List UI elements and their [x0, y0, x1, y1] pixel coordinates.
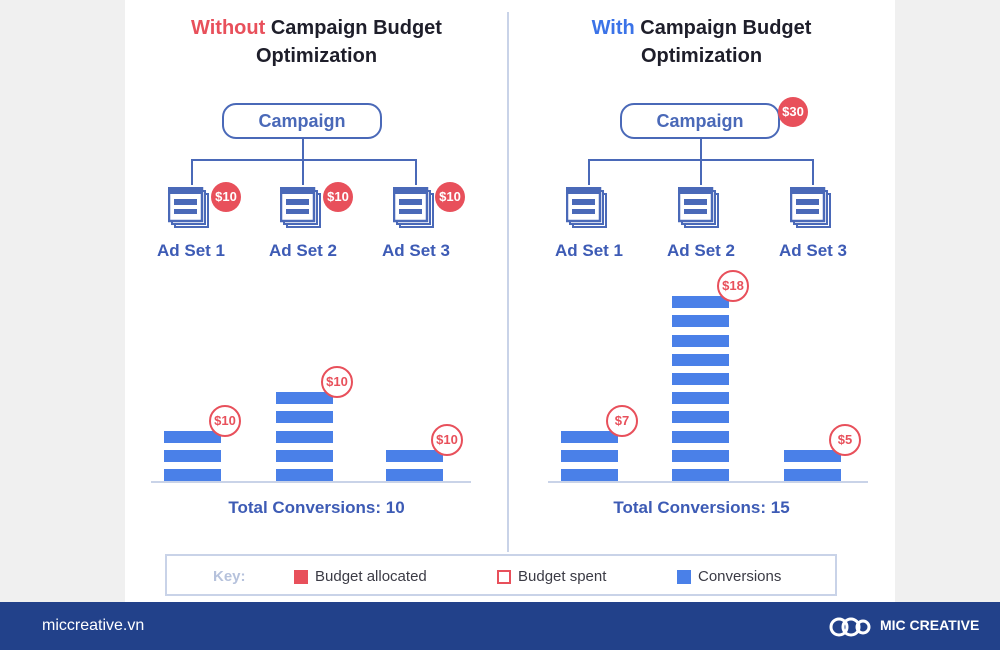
budget-spent-badge: $10: [321, 366, 353, 399]
conversion-block: [672, 411, 729, 424]
footer-bar: miccreative.vn MIC CREATIVE: [0, 602, 1000, 650]
panel-divider: [507, 12, 509, 552]
conversion-block: [672, 334, 729, 347]
budget-spent-badge: $5: [829, 423, 861, 456]
tree-connector: [588, 159, 590, 185]
key-item-budget-spent: Budget spent: [518, 568, 607, 585]
conversion-block: [672, 469, 729, 481]
conversion-block: [276, 449, 333, 462]
tree-connector: [302, 139, 304, 160]
footer-brand: MIC CREATIVE: [880, 617, 980, 633]
chart-baseline: [151, 481, 471, 483]
ad-set-label: Ad Set 1: [554, 241, 624, 260]
conversion-block: [561, 449, 618, 462]
tree-connector: [700, 139, 702, 160]
total-conversions: Total Conversions: 10: [228, 498, 405, 517]
conversion-block: [561, 430, 618, 443]
ad-set-label: Ad Set 1: [156, 241, 226, 260]
conversion-block: [561, 469, 618, 481]
tree-connector: [302, 159, 304, 185]
conversion-block: [672, 373, 729, 385]
budget-allocated-badge: $10: [211, 182, 241, 212]
ad-set-icon: [393, 187, 434, 228]
conversion-block: [672, 430, 729, 443]
conversion-block: [164, 449, 221, 462]
ad-set-icon: [566, 187, 607, 228]
conversion-block: [784, 449, 841, 462]
conversion-block: [386, 469, 443, 481]
ad-set-label: Ad Set 2: [268, 241, 338, 260]
ad-set-label: Ad Set 3: [381, 241, 451, 260]
conversion-block: [672, 392, 729, 405]
budget-spent-badge: $10: [209, 404, 241, 437]
tree-connector: [415, 159, 417, 185]
budget-allocated-badge: $10: [323, 182, 353, 212]
legend-key: Key: Budget allocated Budget spent Conve…: [165, 554, 837, 596]
panel-without-cbo: Without Campaign Budget Optimization Cam…: [125, 0, 508, 560]
conversion-block: [276, 392, 333, 405]
campaign-box: Campaign: [222, 103, 382, 139]
panel-with-cbo: With Campaign Budget Optimization Campai…: [508, 0, 895, 560]
conversion-block: [672, 353, 729, 366]
title-line1: Campaign Budget: [634, 17, 812, 39]
ad-set-label: Ad Set 2: [666, 241, 736, 260]
budget-spent-badge: $18: [717, 270, 749, 303]
key-item-budget-allocated: Budget allocated: [315, 568, 427, 585]
tree-connector: [191, 159, 193, 185]
title-line2: Optimization: [640, 45, 763, 67]
conversion-block: [276, 411, 333, 424]
ad-set-label: Ad Set 3: [778, 241, 848, 260]
conversion-block: [276, 469, 333, 481]
title-line1: Campaign Budget: [265, 17, 442, 39]
title-line2: Optimization: [255, 45, 378, 67]
title-highlight: With: [591, 17, 635, 39]
panel-title: Without Campaign Budget Optimization: [125, 14, 508, 70]
panel-title: With Campaign Budget Optimization: [508, 14, 895, 70]
ad-set-icon: [280, 187, 321, 228]
conversion-block: [672, 449, 729, 462]
campaign-box: Campaign: [620, 103, 780, 139]
ad-set-icon: [678, 187, 719, 228]
campaign-budget-badge: $30: [778, 97, 808, 127]
infographic-card: [125, 0, 895, 602]
tree-connector: [700, 159, 702, 185]
budget-spent-swatch: [497, 570, 511, 584]
title-highlight: Without: [191, 17, 266, 39]
key-label: Key:: [213, 568, 246, 585]
conversion-block: [672, 315, 729, 328]
chart-baseline: [548, 481, 868, 483]
budget-allocated-badge: $10: [435, 182, 465, 212]
tree-connector: [812, 159, 814, 185]
budget-spent-badge: $10: [431, 423, 463, 456]
conversion-block: [386, 449, 443, 462]
conversion-block: [276, 430, 333, 443]
budget-spent-badge: $7: [606, 404, 638, 437]
ad-set-icon: [790, 187, 831, 228]
footer-url[interactable]: miccreative.vn: [42, 617, 145, 634]
key-item-conversions: Conversions: [698, 568, 782, 585]
conversion-block: [672, 296, 729, 309]
total-conversions: Total Conversions: 15: [613, 498, 790, 517]
conversion-block: [164, 430, 221, 443]
mic-creative-logo-icon: [829, 617, 871, 637]
conversions-swatch: [677, 570, 691, 584]
conversion-block: [784, 469, 841, 481]
ad-set-icon: [168, 187, 209, 228]
budget-allocated-swatch: [294, 570, 308, 584]
conversion-block: [164, 469, 221, 481]
